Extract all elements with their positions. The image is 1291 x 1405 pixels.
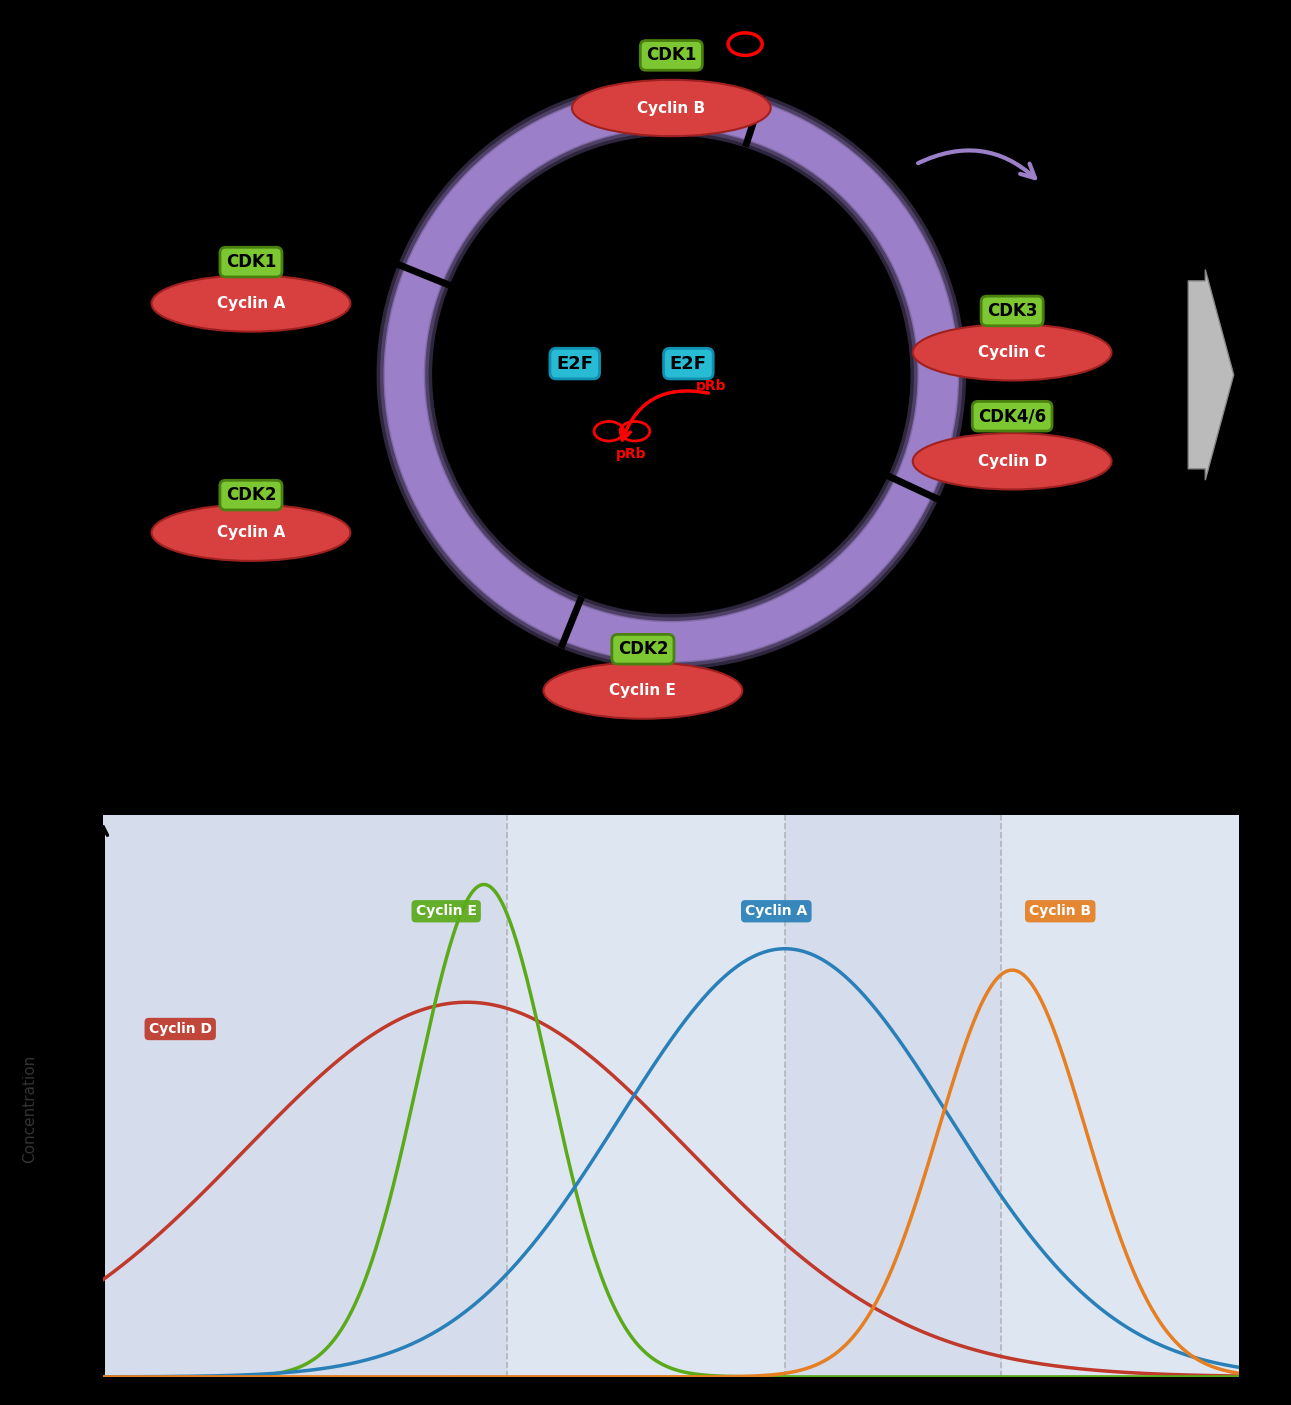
Text: pRb: pRb <box>616 447 647 461</box>
Ellipse shape <box>544 662 742 719</box>
Bar <box>1001 815 1239 1377</box>
Bar <box>785 815 1001 1377</box>
Text: G1: G1 <box>932 351 967 375</box>
Text: E2F: E2F <box>670 354 707 372</box>
Text: G0: G0 <box>977 187 1013 211</box>
Text: Cyclin A: Cyclin A <box>217 525 285 540</box>
Text: Cyclin E: Cyclin E <box>609 683 676 698</box>
Text: M: M <box>660 118 683 142</box>
Text: pRb: pRb <box>696 379 727 393</box>
Text: E2F: E2F <box>556 354 594 372</box>
Ellipse shape <box>151 504 350 561</box>
Text: CDK1: CDK1 <box>646 46 697 65</box>
Text: CDK4/6: CDK4/6 <box>979 407 1046 426</box>
Bar <box>506 815 785 1377</box>
Text: G2: G2 <box>352 280 389 303</box>
Text: CDK3: CDK3 <box>986 302 1038 320</box>
Text: S: S <box>544 555 560 579</box>
FancyArrow shape <box>1188 270 1234 481</box>
Text: Cyclin D: Cyclin D <box>977 454 1047 469</box>
Ellipse shape <box>572 80 771 136</box>
Ellipse shape <box>913 433 1112 489</box>
Text: Cyclin B: Cyclin B <box>1029 905 1091 919</box>
Text: Cyclin E: Cyclin E <box>416 905 476 919</box>
Text: CDK2: CDK2 <box>226 486 276 504</box>
Text: CDK1: CDK1 <box>226 253 276 271</box>
Text: Cyclin D: Cyclin D <box>148 1021 212 1035</box>
Ellipse shape <box>151 275 350 332</box>
Text: Cyclin A: Cyclin A <box>745 905 807 919</box>
Text: Cyclin A: Cyclin A <box>217 296 285 311</box>
Text: Concentration: Concentration <box>22 1055 37 1163</box>
Text: Cyclin C: Cyclin C <box>979 344 1046 360</box>
Text: CDK2: CDK2 <box>617 641 669 658</box>
Ellipse shape <box>913 325 1112 381</box>
Text: Cyclin B: Cyclin B <box>638 101 705 115</box>
Bar <box>103 815 506 1377</box>
